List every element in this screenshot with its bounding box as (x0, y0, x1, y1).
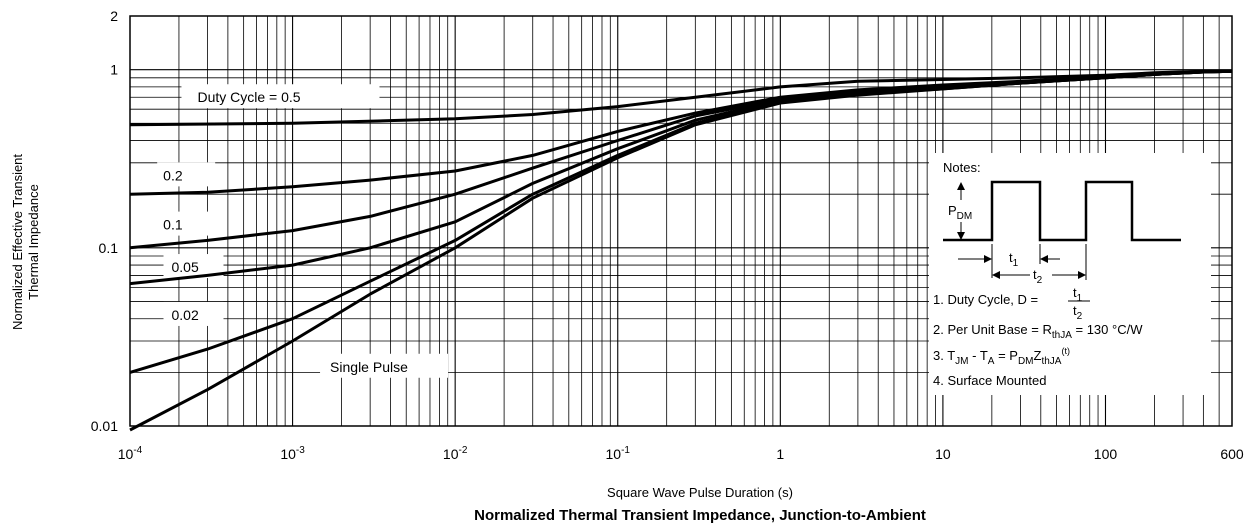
curve-label-box (157, 162, 216, 187)
pdm-label: PDM (948, 203, 972, 222)
curve-labels: Duty Cycle = 0.5 0.2 0.1 0.05 0.02 Single Pul… (163, 89, 408, 375)
y-tick-label: 1 (110, 62, 118, 78)
curve-label: Duty Cycle = 0.5 (197, 89, 300, 105)
t2-label: t2 (1033, 267, 1043, 286)
x-tick-label: 10-4 (118, 445, 143, 462)
x-tick-labels: 10-4 10-3 10-2 10-1 1 10 100 600 (118, 445, 1244, 462)
curve-label-box (157, 211, 216, 236)
x-tick-label: 100 (1094, 446, 1118, 462)
curve-label: 0.05 (172, 259, 199, 275)
y-tick-label: 0.01 (91, 418, 118, 434)
pdm-arrow-up-icon (957, 182, 965, 190)
note-2-text: 2. Per Unit Base = RthJA = 130 °C/W (933, 322, 1143, 341)
curve-label: Single Pulse (330, 359, 408, 375)
notes-box-background (929, 153, 1211, 395)
t1-arrowhead-left-icon (1040, 255, 1048, 263)
y-tick-label: 2 (110, 8, 118, 24)
plot-frame (129, 15, 1233, 427)
series-group (129, 69, 1233, 432)
t1-arrowhead-right-icon (984, 255, 992, 263)
x-tick-label: 10-1 (606, 445, 631, 462)
curve-label-box (181, 84, 380, 109)
t2-label-bg (1030, 266, 1052, 284)
y-tick-labels: 0.01 0.1 1 2 (91, 8, 118, 434)
x-tick-label: 10-3 (280, 445, 305, 462)
note-1-text: 1. Duty Cycle, D = (933, 292, 1038, 307)
y-axis-label-line-1: Normalized Effective Transient (10, 154, 25, 330)
pulse-waveform (943, 180, 1181, 242)
curve-label-box (163, 301, 224, 326)
t2-arrowhead-right-icon (1078, 271, 1086, 279)
y-tick-label: 0.1 (99, 240, 119, 256)
x-tick-label: 600 (1220, 446, 1244, 462)
notes-box: Notes: PDM t1 t2 1. Duty Cycle, D = t1 t… (929, 153, 1211, 395)
pdm-label-bg (946, 200, 986, 222)
x-tick-label: 1 (776, 446, 784, 462)
t1-label: t1 (1009, 250, 1019, 269)
note-4-text: 4. Surface Mounted (933, 373, 1046, 388)
t2-arrowhead-left-icon (992, 271, 1000, 279)
curve-label: 0.2 (163, 167, 183, 183)
curve-label: 0.1 (163, 217, 183, 233)
series-line (129, 69, 1233, 432)
note-1-numerator: t1 (1073, 285, 1083, 304)
note-1-denominator: t2 (1073, 303, 1083, 322)
y-axis-label-line-2: Thermal Impedance (26, 184, 41, 300)
x-axis-label: Square Wave Pulse Duration (s) (607, 485, 793, 500)
x-tick-label: 10-2 (443, 445, 468, 462)
x-tick-label: 10 (935, 446, 951, 462)
pdm-arrow-down-icon (957, 232, 965, 240)
chart-title: Normalized Thermal Transient Impedance, … (474, 507, 926, 524)
curve-label-box (320, 353, 449, 378)
curve-label-boxes (157, 84, 449, 378)
curve-label: 0.02 (172, 307, 199, 323)
note-3-text: 3. TJM - TA = PDMZthJA(t) (933, 346, 1070, 367)
notes-heading: Notes: (943, 160, 981, 175)
